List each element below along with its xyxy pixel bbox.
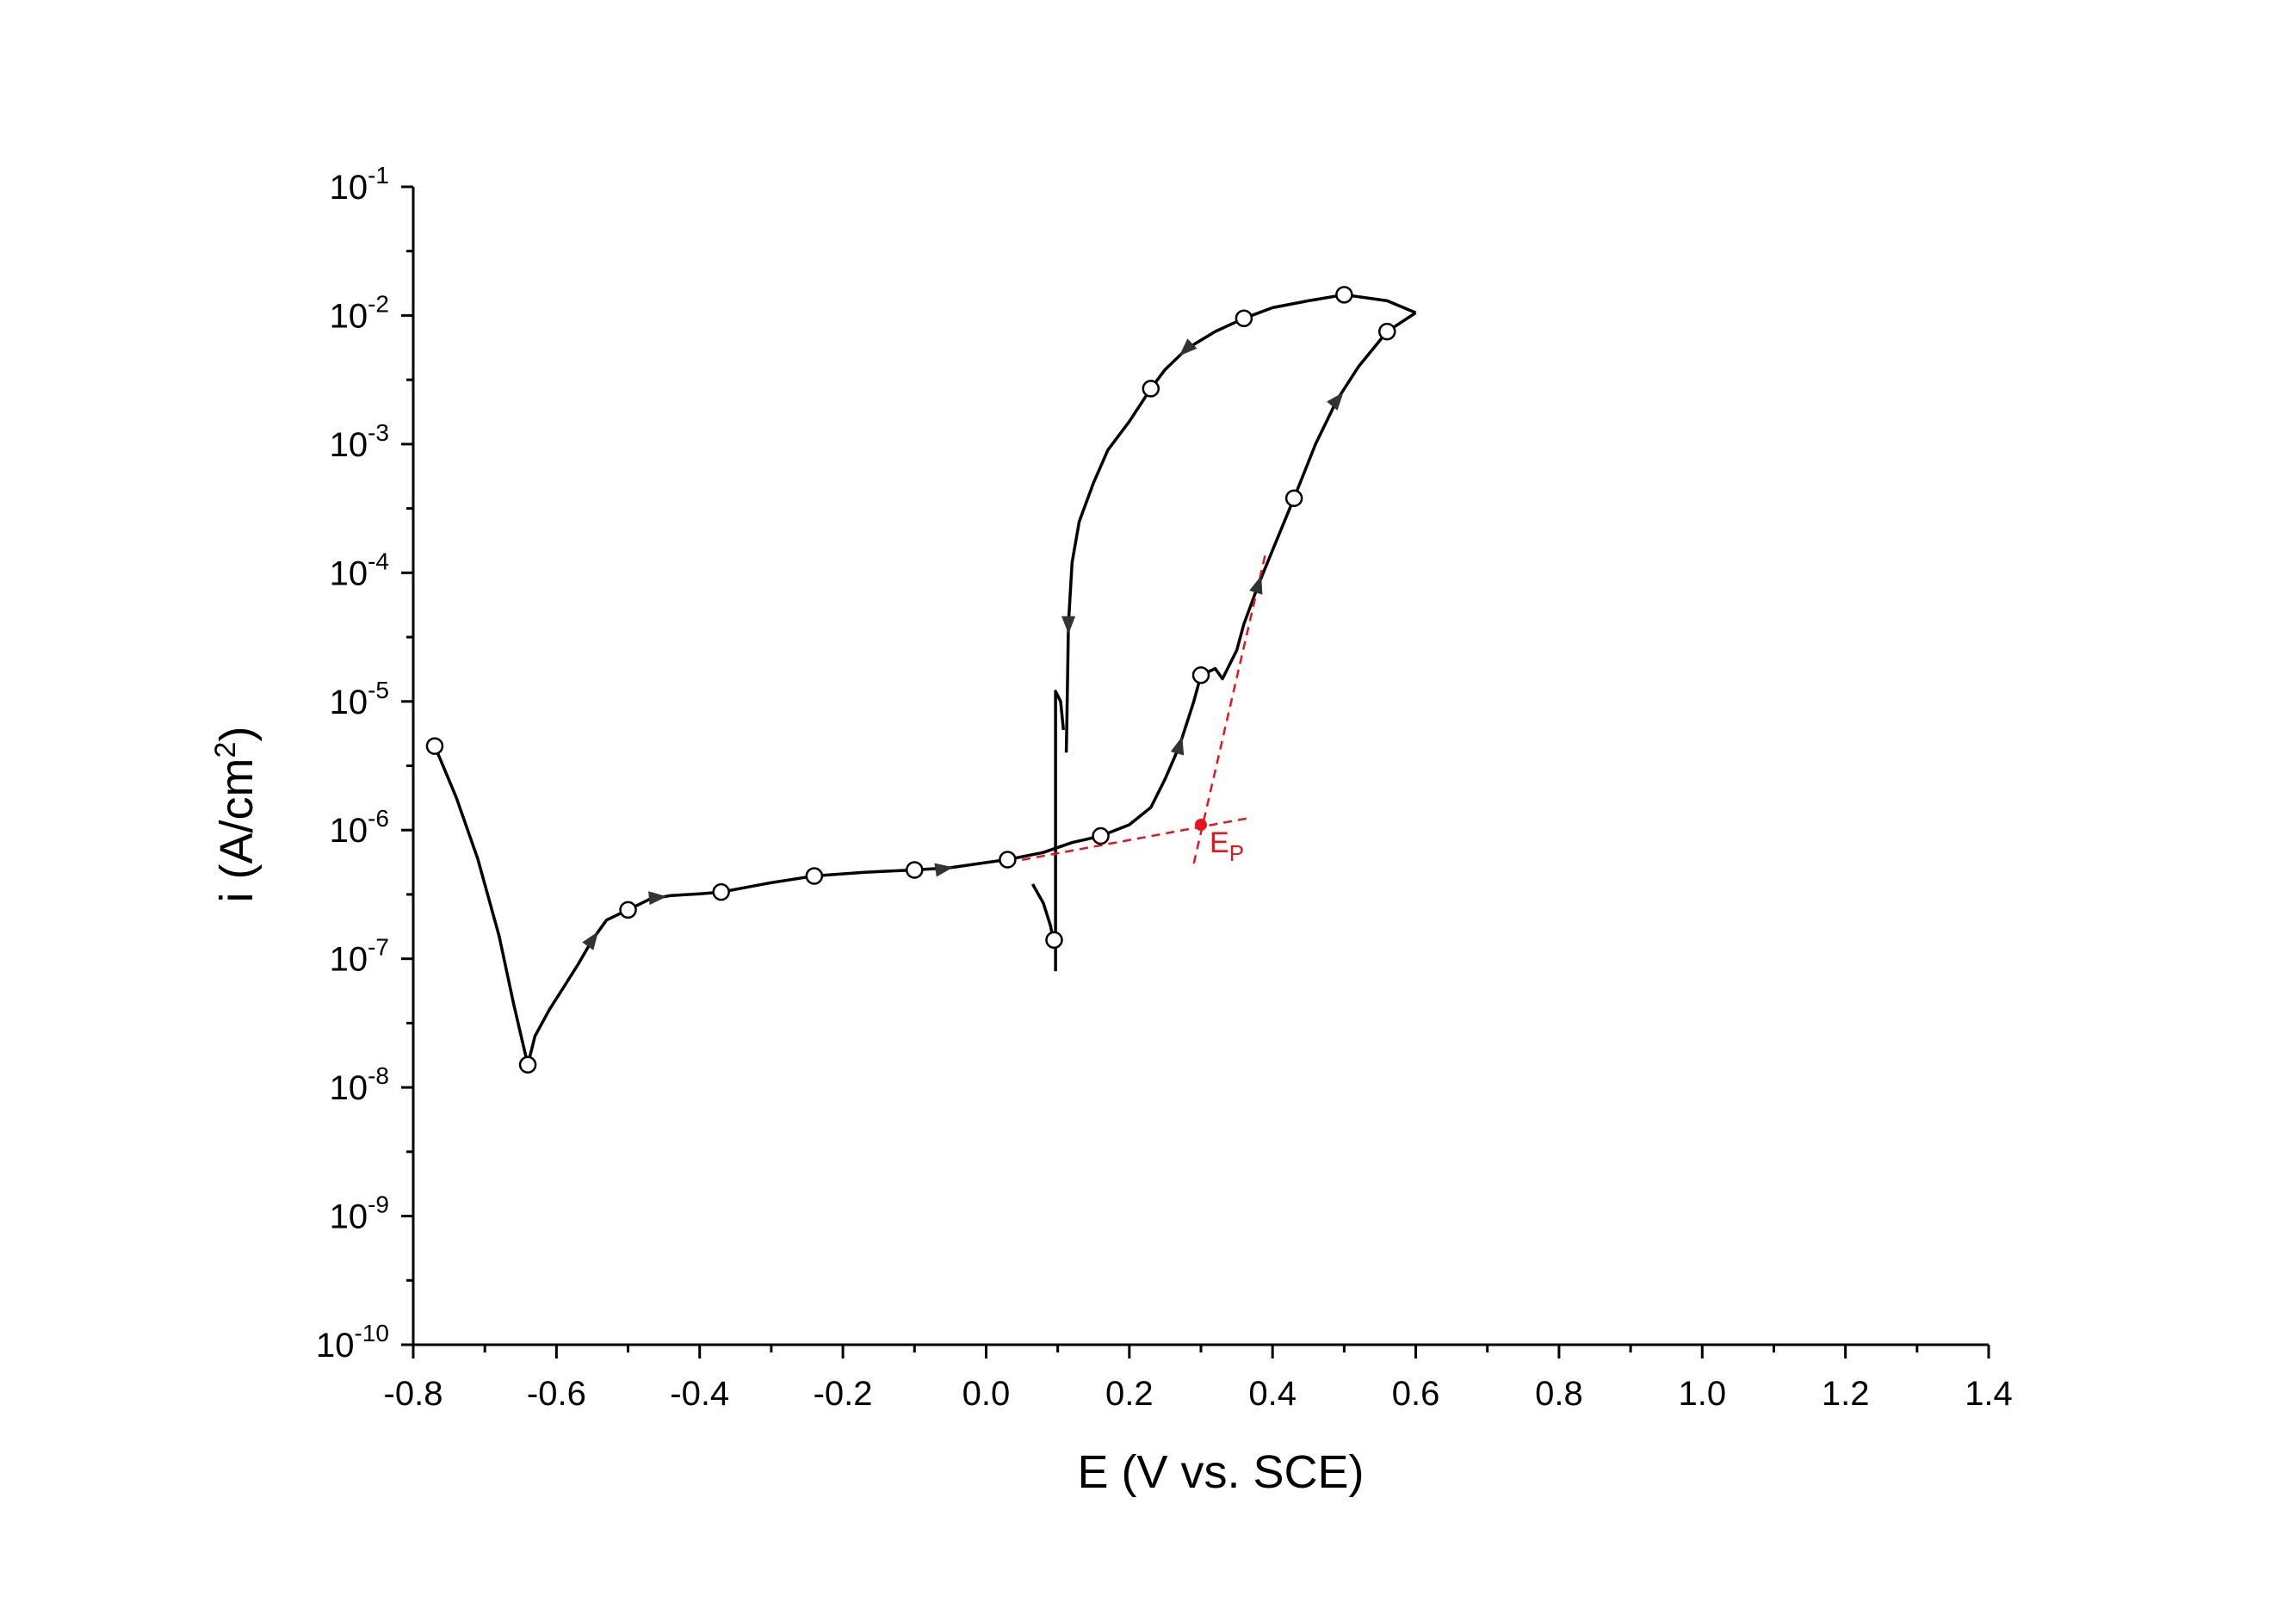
y-tick-label-exponent: -3 bbox=[368, 419, 389, 446]
x-tick-label: 0.4 bbox=[1248, 1375, 1297, 1413]
y-tick-label-base: 10 bbox=[330, 684, 368, 721]
x-tick-label: 0.8 bbox=[1535, 1375, 1583, 1413]
ep-label-base: E bbox=[1210, 826, 1229, 859]
direction-arrow bbox=[648, 891, 667, 906]
data-marker bbox=[1335, 286, 1353, 304]
x-tick-label: 0.6 bbox=[1392, 1375, 1440, 1413]
data-marker bbox=[1142, 380, 1160, 398]
series-line-reverse bbox=[1064, 293, 1417, 753]
y-tick-label: 10-10 bbox=[316, 1320, 389, 1365]
data-markers bbox=[425, 286, 1396, 1074]
y-tick-label-base: 10 bbox=[330, 297, 368, 335]
data-marker bbox=[1092, 826, 1110, 845]
data-marker bbox=[805, 867, 824, 885]
data-marker bbox=[518, 1055, 537, 1074]
data-series bbox=[433, 293, 1417, 1067]
data-marker bbox=[1235, 309, 1253, 328]
y-axis-title: i (A/cm2) bbox=[209, 727, 263, 903]
direction-arrow bbox=[1179, 338, 1198, 356]
y-tick-label-exponent: -4 bbox=[368, 548, 389, 574]
data-marker bbox=[1191, 666, 1210, 684]
x-axis-ticks: -0.8 -0.6 -0.4 -0.2 0.0 0.2 0.4 0.6 0.8 1.0 1.2 1.4 bbox=[384, 1345, 2013, 1413]
x-tick-label: -0.4 bbox=[670, 1375, 729, 1413]
ep-annotation: EP bbox=[1007, 554, 1267, 866]
y-tick-label-base: 10 bbox=[330, 554, 368, 592]
direction-arrow bbox=[1327, 392, 1344, 411]
y-axis-title-sup: 2 bbox=[209, 742, 242, 758]
x-tick-label: -0.2 bbox=[814, 1375, 873, 1413]
data-marker bbox=[619, 901, 637, 919]
x-tick-label: 1.4 bbox=[1965, 1375, 2013, 1413]
y-axis-title-suffix: ) bbox=[211, 727, 263, 742]
data-marker bbox=[1284, 489, 1303, 507]
y-tick-label-exponent: -1 bbox=[368, 162, 389, 189]
y-tick-label: 10-2 bbox=[330, 290, 389, 335]
y-tick-label: 10-7 bbox=[330, 934, 389, 979]
data-marker bbox=[712, 882, 730, 901]
direction-arrow bbox=[1170, 736, 1185, 756]
data-marker bbox=[1378, 322, 1396, 341]
data-marker bbox=[425, 737, 444, 755]
y-tick-label-exponent: -9 bbox=[368, 1191, 389, 1218]
data-marker bbox=[999, 851, 1017, 869]
direction-arrow bbox=[934, 863, 954, 877]
x-tick-label: 0.2 bbox=[1105, 1375, 1154, 1413]
y-tick-label-exponent: -10 bbox=[355, 1320, 389, 1346]
x-tick-label: 1.0 bbox=[1678, 1375, 1726, 1413]
data-marker bbox=[906, 861, 924, 879]
y-axis-title-prefix: i (A/cm bbox=[211, 758, 263, 902]
y-tick-label-base: 10 bbox=[330, 169, 368, 207]
y-tick-label-base: 10 bbox=[330, 1198, 368, 1236]
y-tick-label: 10-4 bbox=[330, 548, 389, 592]
y-tick-label: 10-1 bbox=[330, 162, 389, 207]
y-tick-label-base: 10 bbox=[330, 426, 368, 464]
y-tick-label: 10-9 bbox=[330, 1191, 389, 1236]
direction-arrow bbox=[1061, 616, 1076, 634]
direction-arrow bbox=[582, 931, 599, 950]
y-tick-label: 10-3 bbox=[330, 419, 389, 464]
y-tick-label: 10-6 bbox=[330, 805, 389, 850]
y-tick-label: 10-5 bbox=[330, 677, 389, 721]
x-tick-label: -0.8 bbox=[384, 1375, 443, 1413]
direction-arrow bbox=[1249, 575, 1263, 595]
x-tick-label: 1.2 bbox=[1822, 1375, 1870, 1413]
x-axis-title: E (V vs. SCE) bbox=[1077, 1446, 1364, 1498]
y-tick-label-exponent: -5 bbox=[368, 677, 389, 703]
series-line-spike bbox=[1054, 690, 1066, 972]
y-tick-label-exponent: -2 bbox=[368, 290, 389, 317]
breakdown-tangent-line bbox=[1192, 554, 1267, 864]
series-line-forward bbox=[433, 311, 1417, 1067]
ep-point bbox=[1195, 819, 1207, 832]
ep-label: EP bbox=[1210, 826, 1244, 866]
ep-label-subscript: P bbox=[1229, 840, 1244, 866]
direction-arrows bbox=[582, 338, 1344, 950]
y-tick-label: 10-8 bbox=[330, 1062, 389, 1107]
y-tick-label-base: 10 bbox=[330, 812, 368, 850]
y-axis-ticks: 10-1010-910-810-710-610-510-410-310-210-… bbox=[316, 162, 413, 1365]
y-tick-label-exponent: -8 bbox=[368, 1062, 389, 1089]
y-tick-label-base: 10 bbox=[316, 1327, 355, 1365]
x-tick-label: -0.6 bbox=[527, 1375, 586, 1413]
data-marker bbox=[1045, 931, 1063, 950]
passive-tangent-line bbox=[1007, 816, 1252, 864]
y-tick-label-base: 10 bbox=[330, 1069, 368, 1107]
x-tick-label: 0.0 bbox=[962, 1375, 1011, 1413]
y-tick-label-exponent: -7 bbox=[368, 934, 389, 961]
y-tick-label-exponent: -6 bbox=[368, 805, 389, 832]
y-tick-label-base: 10 bbox=[330, 941, 368, 979]
